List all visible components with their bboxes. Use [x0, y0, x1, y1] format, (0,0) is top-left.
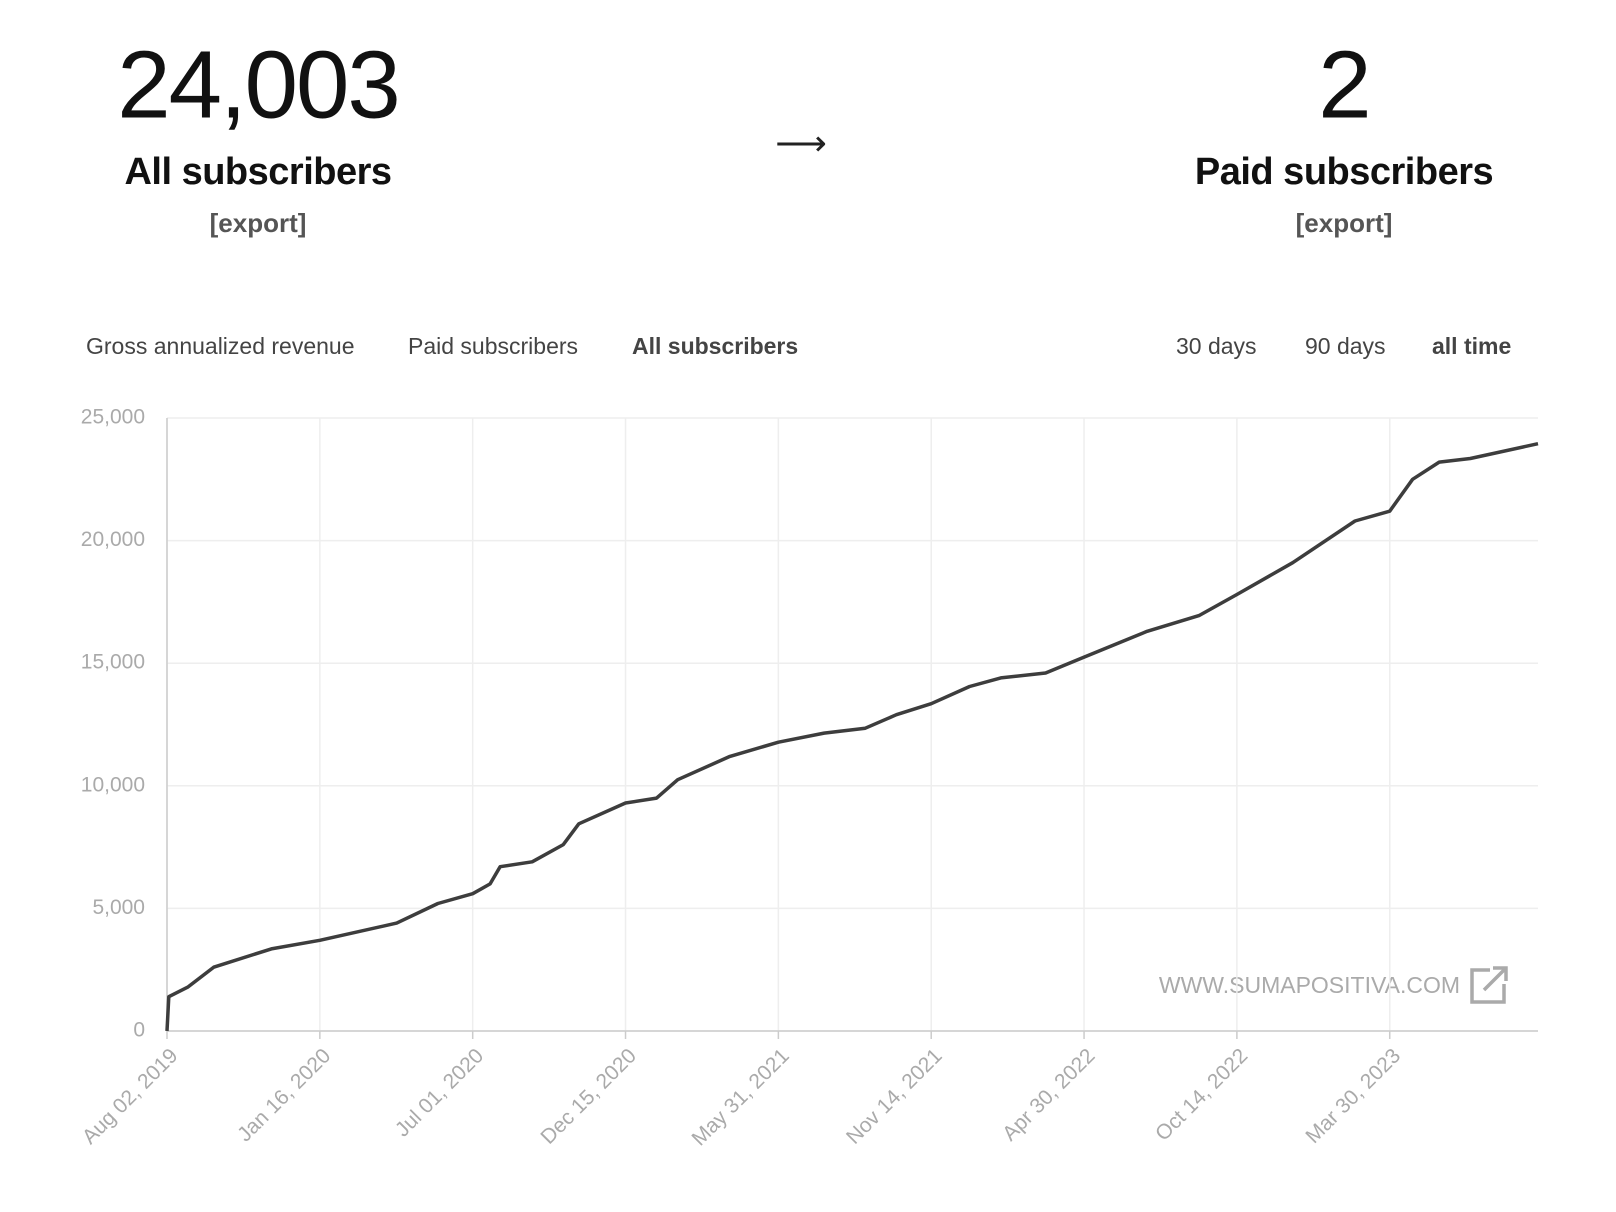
y-tick-label: 15,000 — [81, 651, 145, 674]
metric-tab[interactable]: Gross annualized revenue — [86, 333, 355, 359]
x-tick-label: Jul 01, 2020 — [391, 1044, 488, 1141]
stat-label: All subscribers — [124, 151, 391, 193]
stat-label: Paid subscribers — [1195, 151, 1493, 193]
line — [165, 441, 1539, 1032]
x-tick-label: Jan 16, 2020 — [233, 1044, 335, 1146]
y-tick-label: 0 — [133, 1019, 145, 1042]
range-tab[interactable]: all time — [1432, 333, 1511, 359]
y-tick-label: 20,000 — [81, 528, 145, 551]
x-tick-label: Dec 15, 2020 — [536, 1044, 641, 1149]
external-link-icon — [1470, 966, 1508, 1004]
y-tick-label: 5,000 — [92, 896, 145, 919]
metric-tab[interactable]: Paid subscribers — [408, 333, 578, 359]
stat-value: 2 — [1318, 31, 1369, 138]
x-tick-label: Oct 14, 2022 — [1151, 1044, 1252, 1145]
x-tick-label: Nov 14, 2021 — [842, 1044, 947, 1149]
y-tick-label: 25,000 — [81, 406, 145, 429]
stat-value: 24,003 — [117, 31, 399, 138]
range-tab[interactable]: 90 days — [1305, 333, 1386, 359]
x-tick-label: May 31, 2021 — [688, 1044, 794, 1150]
export-link[interactable]: [export] — [1296, 208, 1393, 238]
metric-tab[interactable]: All subscribers — [632, 333, 798, 359]
watermark: WWW.SUMAPOSITIVA.COM — [1159, 972, 1460, 998]
x-tick-label: Apr 30, 2022 — [998, 1044, 1099, 1145]
x-tick-label: Aug 02, 2019 — [78, 1044, 183, 1149]
export-link[interactable]: [export] — [210, 208, 307, 238]
x-tick-label: Mar 30, 2023 — [1301, 1044, 1405, 1148]
arrow: ⟶ — [775, 123, 827, 164]
y-tick-label: 10,000 — [81, 773, 145, 796]
range-tab[interactable]: 30 days — [1176, 333, 1257, 359]
